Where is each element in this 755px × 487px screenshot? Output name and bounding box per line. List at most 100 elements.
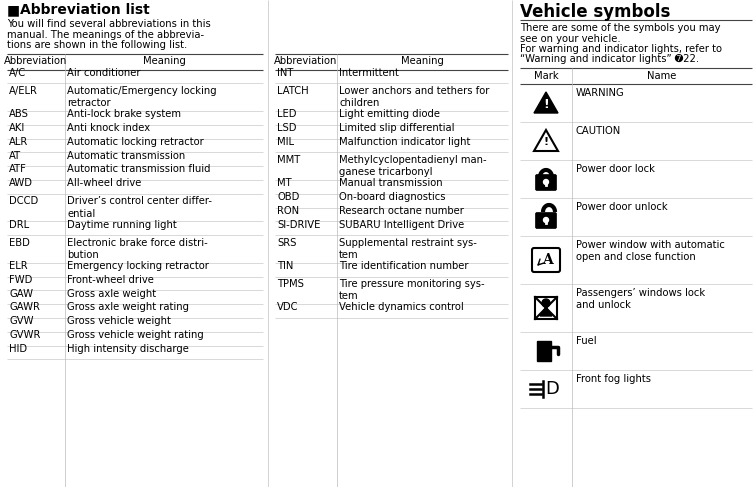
Circle shape: [544, 180, 548, 185]
Circle shape: [544, 218, 548, 223]
Text: Automatic transmission fluid: Automatic transmission fluid: [67, 164, 211, 174]
Text: AWD: AWD: [9, 178, 33, 188]
Text: On-board diagnostics: On-board diagnostics: [339, 192, 445, 202]
Text: Power door unlock: Power door unlock: [576, 202, 667, 212]
Text: Limited slip differential: Limited slip differential: [339, 123, 455, 133]
Text: LSD: LSD: [277, 123, 297, 133]
Text: There are some of the symbols you may: There are some of the symbols you may: [520, 23, 720, 33]
Text: LATCH: LATCH: [277, 86, 309, 96]
FancyBboxPatch shape: [532, 248, 560, 272]
Text: tions are shown in the following list.: tions are shown in the following list.: [7, 40, 187, 50]
Text: AT: AT: [9, 150, 21, 161]
Text: SUBARU Intelligent Drive: SUBARU Intelligent Drive: [339, 220, 464, 229]
Text: WARNING: WARNING: [576, 88, 624, 98]
Text: TIN: TIN: [277, 261, 294, 271]
Text: Mark: Mark: [534, 71, 558, 81]
Text: DCCD: DCCD: [9, 196, 39, 206]
Text: ELR: ELR: [9, 261, 28, 271]
Text: Anti-lock brake system: Anti-lock brake system: [67, 109, 181, 119]
Text: RON: RON: [277, 206, 299, 216]
Text: Passengers’ windows lock
and unlock: Passengers’ windows lock and unlock: [576, 288, 705, 310]
Text: D: D: [545, 380, 559, 398]
Text: Lower anchors and tethers for
children: Lower anchors and tethers for children: [339, 86, 489, 108]
Text: HID: HID: [9, 344, 27, 354]
Text: “Warning and indicator lights” ➐22.: “Warning and indicator lights” ➐22.: [520, 55, 699, 64]
Text: A/C: A/C: [9, 68, 26, 78]
Text: MT: MT: [277, 178, 291, 188]
Text: Supplemental restraint sys-
tem: Supplemental restraint sys- tem: [339, 238, 477, 260]
Text: Electronic brake force distri-
bution: Electronic brake force distri- bution: [67, 238, 208, 260]
Text: OBD: OBD: [277, 192, 300, 202]
Text: Gross axle weight rating: Gross axle weight rating: [67, 302, 189, 312]
Circle shape: [542, 299, 550, 307]
Text: For warning and indicator lights, refer to: For warning and indicator lights, refer …: [520, 44, 722, 54]
Text: Anti knock index: Anti knock index: [67, 123, 150, 133]
Text: SRS: SRS: [277, 238, 297, 247]
Text: Meaning: Meaning: [143, 56, 186, 67]
Text: INT: INT: [277, 68, 294, 78]
Text: A/ELR: A/ELR: [9, 86, 38, 96]
Text: Malfunction indicator light: Malfunction indicator light: [339, 137, 470, 147]
Text: ■: ■: [7, 3, 20, 17]
Text: MIL: MIL: [277, 137, 294, 147]
Text: Air conditioner: Air conditioner: [67, 68, 140, 78]
Text: Vehicle symbols: Vehicle symbols: [520, 3, 670, 21]
Text: manual. The meanings of the abbrevia-: manual. The meanings of the abbrevia-: [7, 30, 204, 39]
Polygon shape: [540, 307, 552, 316]
Text: Power door lock: Power door lock: [576, 164, 655, 174]
Bar: [537, 341, 551, 361]
Text: ATF: ATF: [9, 164, 27, 174]
Text: Power window with automatic
open and close function: Power window with automatic open and clo…: [576, 240, 725, 262]
Text: MMT: MMT: [277, 155, 300, 165]
Text: Gross axle weight: Gross axle weight: [67, 288, 156, 299]
Text: SI-DRIVE: SI-DRIVE: [277, 220, 320, 229]
Text: Front-wheel drive: Front-wheel drive: [67, 275, 154, 285]
Text: Light emitting diode: Light emitting diode: [339, 109, 440, 119]
Polygon shape: [534, 130, 558, 151]
Text: Abbreviation: Abbreviation: [5, 56, 68, 67]
Text: AKI: AKI: [9, 123, 25, 133]
Bar: [535, 297, 557, 319]
Text: Fuel: Fuel: [576, 336, 596, 346]
Text: GVWR: GVWR: [9, 330, 40, 340]
Text: VDC: VDC: [277, 302, 298, 312]
Text: Abbreviation list: Abbreviation list: [20, 3, 149, 17]
Text: Automatic transmission: Automatic transmission: [67, 150, 185, 161]
Text: All-wheel drive: All-wheel drive: [67, 178, 141, 188]
Text: Gross vehicle weight rating: Gross vehicle weight rating: [67, 330, 204, 340]
Text: !: !: [543, 97, 549, 111]
Text: TPMS: TPMS: [277, 279, 304, 289]
Text: Meaning: Meaning: [401, 56, 444, 67]
Text: A: A: [541, 253, 553, 267]
Text: Gross vehicle weight: Gross vehicle weight: [67, 316, 171, 326]
Text: ALR: ALR: [9, 137, 28, 147]
Text: CAUTION: CAUTION: [576, 126, 621, 136]
Text: GVW: GVW: [9, 316, 33, 326]
Text: Research octane number: Research octane number: [339, 206, 464, 216]
Text: Name: Name: [647, 71, 676, 81]
Polygon shape: [534, 92, 558, 113]
Text: Front fog lights: Front fog lights: [576, 374, 651, 384]
FancyBboxPatch shape: [535, 174, 556, 190]
Text: Vehicle dynamics control: Vehicle dynamics control: [339, 302, 464, 312]
Text: !: !: [544, 137, 549, 147]
Text: High intensity discharge: High intensity discharge: [67, 344, 189, 354]
Text: ABS: ABS: [9, 109, 29, 119]
Text: Manual transmission: Manual transmission: [339, 178, 442, 188]
Text: You will find several abbreviations in this: You will find several abbreviations in t…: [7, 19, 211, 29]
Text: Methylcyclopentadienyl man-
ganese tricarbonyl: Methylcyclopentadienyl man- ganese trica…: [339, 155, 487, 177]
FancyBboxPatch shape: [535, 212, 556, 228]
Text: DRL: DRL: [9, 220, 29, 229]
Text: Emergency locking retractor: Emergency locking retractor: [67, 261, 209, 271]
Text: see on your vehicle.: see on your vehicle.: [520, 34, 621, 43]
Text: Tire identification number: Tire identification number: [339, 261, 469, 271]
Text: Tire pressure monitoring sys-
tem: Tire pressure monitoring sys- tem: [339, 279, 485, 301]
Text: Daytime running light: Daytime running light: [67, 220, 177, 229]
Text: GAW: GAW: [9, 288, 33, 299]
Text: Driver’s control center differ-
ential: Driver’s control center differ- ential: [67, 196, 212, 219]
Text: FWD: FWD: [9, 275, 32, 285]
Text: EBD: EBD: [9, 238, 30, 247]
Text: Automatic locking retractor: Automatic locking retractor: [67, 137, 204, 147]
Text: LED: LED: [277, 109, 297, 119]
Text: Intermittent: Intermittent: [339, 68, 399, 78]
